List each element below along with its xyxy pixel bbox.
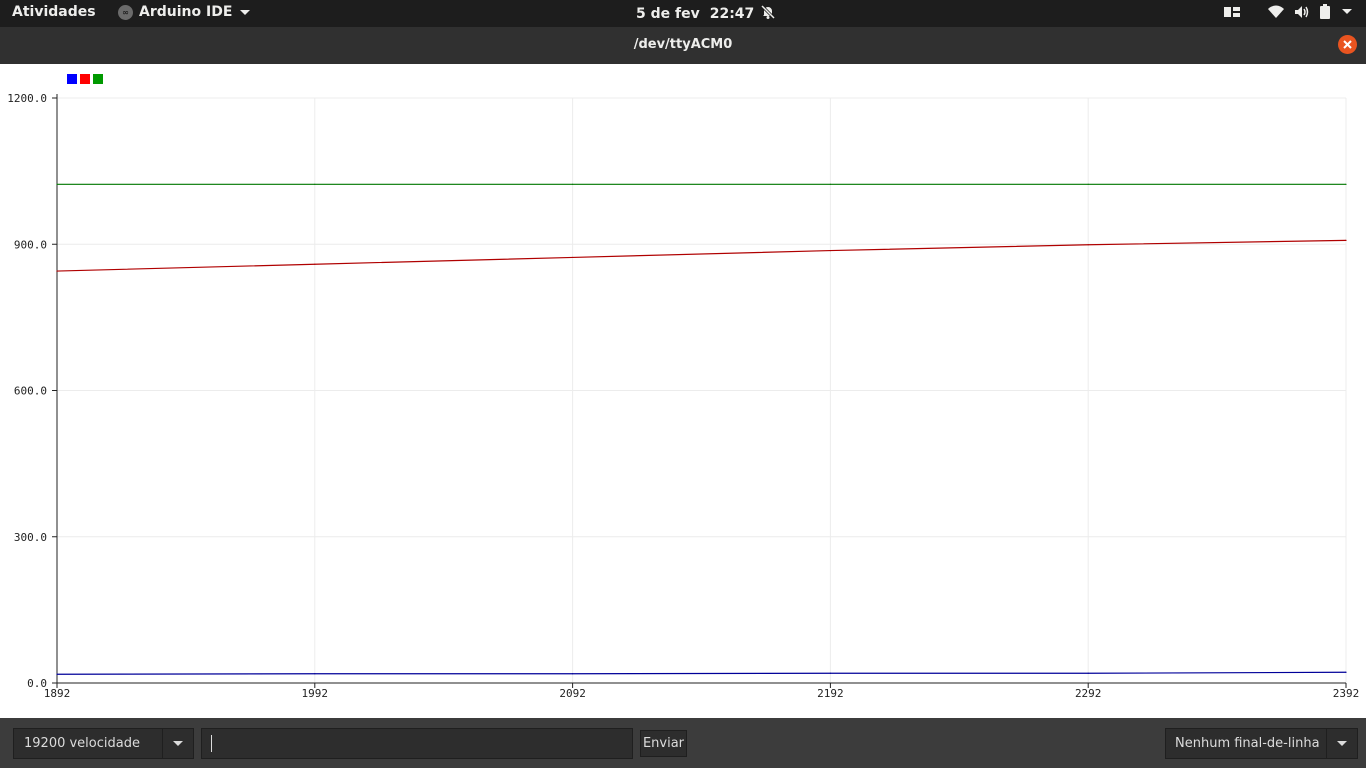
line-ending-dropdown-button[interactable]: [1326, 729, 1357, 758]
system-tray[interactable]: [1224, 4, 1352, 19]
series-3-point: [572, 183, 574, 185]
series-2-point: [572, 256, 574, 259]
x-tick-label: 2292: [1075, 687, 1102, 700]
series-1-point: [314, 673, 316, 675]
series-1-point: [1087, 672, 1089, 674]
clock[interactable]: 5 de fev 22:47: [636, 4, 776, 24]
series-1-point: [1345, 671, 1347, 673]
y-tick-label: 600.0: [14, 385, 47, 398]
line-ending-select[interactable]: Nenhum final-de-linha: [1165, 728, 1358, 759]
x-tick-label: 1992: [302, 687, 329, 700]
y-tick-label: 0.0: [27, 677, 47, 690]
series-2-point: [314, 263, 316, 265]
clock-time: 22:47: [709, 6, 755, 22]
baud-rate-value: 19200 velocidade: [24, 736, 140, 751]
legend-swatch-1: [67, 74, 77, 84]
series-2-point: [1345, 239, 1347, 241]
series-3-point: [1087, 183, 1089, 185]
close-icon: [1343, 40, 1352, 49]
close-button[interactable]: [1338, 35, 1357, 54]
series-3-point: [1345, 183, 1347, 185]
series-1-point: [572, 673, 574, 675]
serial-plotter: 1892 1992 2092 2192 2292 2392 0.0 300.0 600.0 900…: [0, 64, 1366, 718]
volume-icon[interactable]: [1294, 5, 1310, 19]
series-2-point: [1087, 244, 1089, 246]
series-line-2: [56, 239, 1347, 272]
clock-date: 5 de fev: [636, 6, 700, 22]
legend-swatch-2: [80, 74, 90, 84]
x-tick-label: 1892: [44, 687, 71, 700]
plot-canvas: 1892 1992 2092 2192 2292 2392 0.0 300.0 600.0 900…: [7, 74, 1360, 700]
window-titlebar[interactable]: /dev/ttyACM0: [0, 27, 1366, 64]
text-cursor: [211, 735, 212, 752]
series-3-point: [829, 183, 832, 185]
baud-dropdown-button[interactable]: [162, 729, 193, 758]
activities-button[interactable]: Atividades: [12, 4, 96, 20]
window-switcher-icon[interactable]: [1224, 6, 1240, 18]
line-ending-value: Nenhum final-de-linha: [1175, 736, 1320, 751]
series-2-point: [56, 270, 58, 272]
series-3-point: [314, 183, 316, 185]
series-1-point: [829, 672, 832, 674]
send-input[interactable]: [201, 728, 633, 759]
x-tick-label: 2092: [559, 687, 586, 700]
x-tick-label: 2192: [817, 687, 844, 700]
battery-icon[interactable]: [1320, 4, 1330, 19]
series-1-point: [56, 673, 58, 675]
wifi-icon[interactable]: [1268, 5, 1284, 19]
plotter-controls: 19200 velocidade Enviar Nenhum final-de-…: [0, 718, 1366, 768]
y-tick-label: 1200.0: [7, 92, 47, 105]
series-3-point: [56, 183, 58, 185]
baud-rate-select[interactable]: 19200 velocidade: [13, 728, 194, 759]
series-2-point: [829, 249, 832, 252]
system-menu-icon[interactable]: [1342, 9, 1352, 14]
bell-muted-icon: [760, 4, 776, 24]
window-title: /dev/ttyACM0: [633, 37, 733, 52]
app-name: Arduino IDE: [139, 4, 233, 20]
chevron-down-icon: [173, 741, 183, 746]
legend-swatch-3: [93, 74, 103, 84]
app-menu[interactable]: ∞ Arduino IDE: [118, 4, 251, 20]
y-tick-label: 900.0: [14, 238, 47, 251]
y-tick-label: 300.0: [14, 531, 47, 544]
arduino-app-icon: ∞: [118, 4, 133, 20]
system-top-bar: Atividades ∞ Arduino IDE 5 de fev 22:47: [0, 0, 1366, 27]
x-tick-label: 2392: [1333, 687, 1360, 700]
chevron-down-icon: [1337, 741, 1347, 746]
series-line-1: [56, 671, 1347, 675]
send-button[interactable]: Enviar: [640, 730, 687, 757]
chevron-down-icon: [240, 9, 251, 15]
